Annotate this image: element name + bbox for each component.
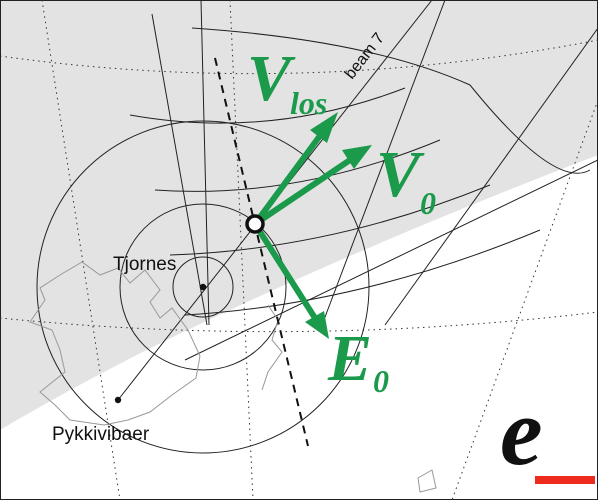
shaded-fov-region [0,0,598,430]
pykkivibaer-station-marker [114,396,122,404]
pykkivibaer-label: Pykkivibaer [52,424,150,445]
panel-letter: e [500,378,543,485]
radar-beam-grid [129,0,598,361]
v-los-arrowhead [310,112,338,143]
v-los-label: V [247,42,296,115]
dashed-track-line [214,57,309,447]
velocity-vectors [252,112,372,339]
e0-arrow-shaft [252,221,318,321]
e0-arrowhead [305,311,329,339]
range-circles [36,120,370,454]
small-island [417,469,437,493]
tjornes-station-marker [199,283,207,291]
v-los-subscript: los [290,85,327,121]
e0-subscript: 0 [373,363,389,399]
v0-label: V [376,138,425,211]
tjornes-label: Tjornes [113,254,176,275]
measurement-point-marker [245,214,265,234]
v0-arrow-shaft [252,157,353,227]
coastline [29,261,201,426]
panel-red-bar [535,476,595,484]
v0-arrowhead [342,145,372,169]
e0-label: E [327,322,372,395]
v-los-arrow-shaft [252,130,325,227]
v0-subscript: 0 [420,185,436,221]
